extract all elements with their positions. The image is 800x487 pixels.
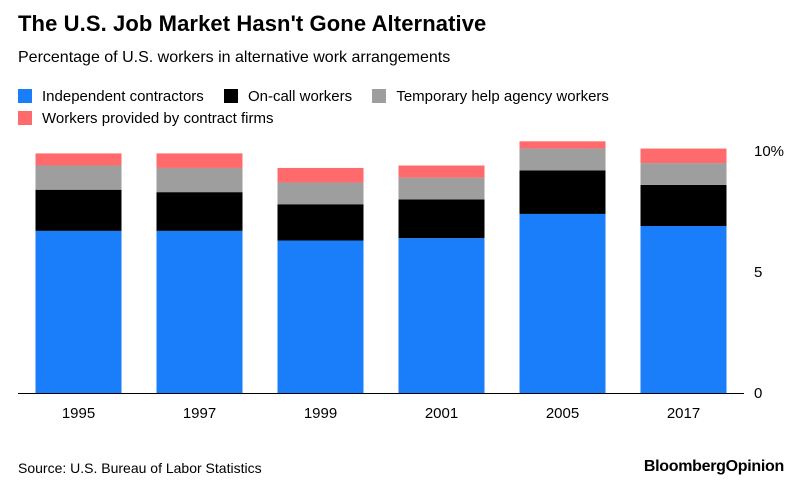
bar-segment-1995-series-2	[35, 165, 122, 190]
chart-title: The U.S. Job Market Hasn't Gone Alternat…	[18, 11, 487, 36]
bar-segment-2001-series-3	[398, 165, 485, 178]
legend-label: Independent contractors	[42, 87, 204, 105]
legend-item-contract-firms: Workers provided by contract firms	[18, 107, 702, 129]
y-tick-label: 10%	[754, 143, 784, 160]
x-tick-label: 1997	[183, 405, 216, 422]
brand-main: Bloomberg	[643, 458, 726, 475]
legend-swatch	[18, 111, 32, 125]
bar-segment-2005-series-2	[519, 148, 606, 171]
x-tick-label: 2001	[425, 405, 458, 422]
bar-segment-2005-series-3	[519, 141, 606, 149]
y-tick-label: 5	[754, 264, 762, 281]
bar-segment-2017-series-1	[640, 184, 727, 227]
x-tick-label: 1999	[304, 405, 337, 422]
bar-segment-1995-series-0	[35, 230, 122, 393]
legend-label: On-call workers	[247, 87, 353, 105]
bar-segment-2001-series-0	[398, 238, 485, 393]
bar-segment-2017-series-0	[640, 226, 727, 393]
legend-item-temporary-help: Temporary help agency workers	[372, 85, 609, 107]
bar-segment-1997-series-0	[156, 230, 243, 393]
bar-segment-1995-series-3	[35, 153, 122, 166]
legend-item-independent-contractors: Independent contractors	[18, 85, 204, 107]
bar-segment-2005-series-1	[519, 170, 606, 214]
bar-segment-1999-series-3	[277, 167, 364, 183]
source-note: Source: U.S. Bureau of Labor Statistics	[18, 460, 262, 476]
legend-swatch	[18, 89, 32, 103]
bar-segment-1999-series-2	[277, 182, 364, 205]
bar-segment-1995-series-1	[35, 189, 122, 231]
legend-label: Workers provided by contract firms	[42, 109, 274, 127]
bar-segment-1997-series-2	[156, 167, 243, 193]
chart-subtitle: Percentage of U.S. workers in alternativ…	[18, 49, 451, 66]
legend-label: Temporary help agency workers	[396, 87, 609, 105]
x-tick-label: 1995	[62, 405, 95, 422]
bar-segment-2001-series-2	[398, 177, 485, 200]
bar-segment-1999-series-0	[277, 240, 364, 393]
x-tick-label: 2005	[546, 405, 579, 422]
bar-segment-1997-series-3	[156, 153, 243, 168]
x-tick-label: 2017	[667, 405, 700, 422]
legend-swatch	[223, 89, 238, 103]
bar-segment-2005-series-0	[519, 213, 606, 393]
bar-segment-1997-series-1	[156, 192, 243, 231]
legend-item-on-call-workers: On-call workers	[223, 85, 353, 107]
brand-sub: Opinion	[725, 458, 785, 475]
bar-segment-2017-series-3	[640, 148, 727, 164]
bar-segment-2017-series-2	[640, 163, 727, 185]
legend: Independent contractors On-call workers …	[18, 85, 718, 129]
bar-segment-1999-series-1	[277, 204, 364, 241]
y-tick-label: 0	[754, 385, 762, 402]
legend-swatch	[372, 89, 387, 103]
brand-logo: BloombergOpinion	[644, 458, 784, 476]
bar-segment-2001-series-1	[398, 199, 485, 239]
